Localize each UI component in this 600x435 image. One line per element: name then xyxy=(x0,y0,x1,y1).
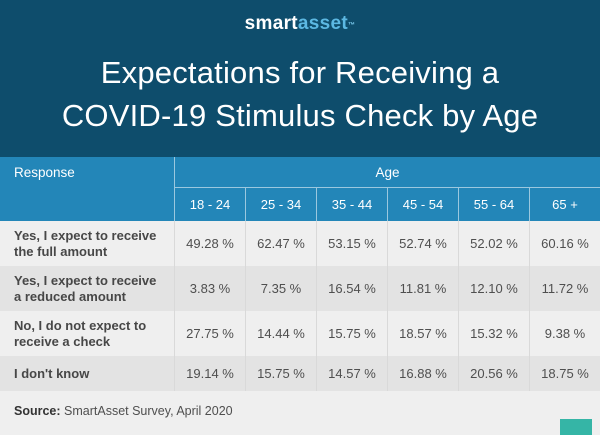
response-header-cell: Response xyxy=(0,157,175,221)
trademark-symbol: ™ xyxy=(348,22,356,29)
row-label: Yes, I expect to receive a reduced amoun… xyxy=(0,266,175,311)
data-cell: 52.02 % xyxy=(459,221,530,266)
source-label: Source: xyxy=(14,404,61,418)
title-line-1: Expectations for Receiving a xyxy=(100,55,500,90)
data-cell: 19.14 % xyxy=(175,356,246,391)
table-header: Response Age 18 - 24 25 - 34 35 - 44 45 … xyxy=(0,157,600,221)
table-row: Yes, I expect to receive the full amount… xyxy=(0,221,600,266)
source-note: Source: SmartAsset Survey, April 2020 xyxy=(0,391,600,435)
data-cell: 18.57 % xyxy=(388,311,459,356)
data-cell: 15.75 % xyxy=(317,311,388,356)
data-cell: 62.47 % xyxy=(246,221,317,266)
data-cell: 27.75 % xyxy=(175,311,246,356)
age-column-header-25-34: 25 - 34 xyxy=(246,188,317,221)
data-cell: 52.74 % xyxy=(388,221,459,266)
data-table: Response Age 18 - 24 25 - 34 35 - 44 45 … xyxy=(0,157,600,391)
data-cell: 11.72 % xyxy=(541,281,589,296)
age-column-header-35-44: 35 - 44 xyxy=(317,188,388,221)
data-cell: 14.44 % xyxy=(246,311,317,356)
data-cell: 12.10 % xyxy=(459,266,530,311)
age-column-header-45-54: 45 - 54 xyxy=(388,188,459,221)
data-cell: 14.57 % xyxy=(317,356,388,391)
table-row: Yes, I expect to receive a reduced amoun… xyxy=(0,266,600,311)
data-cell: 7.35 % xyxy=(246,266,317,311)
data-cell: 3.83 % xyxy=(175,266,246,311)
age-column-header-65-plus: 65 + xyxy=(552,197,578,212)
data-cell: 11.81 % xyxy=(388,266,459,311)
row-label: No, I do not expect to receive a check xyxy=(0,311,175,356)
data-cell: 16.54 % xyxy=(317,266,388,311)
age-column-header-55-64: 55 - 64 xyxy=(459,188,530,221)
data-cell: 20.56 % xyxy=(459,356,530,391)
data-cell: 16.88 % xyxy=(388,356,459,391)
data-cell: 15.75 % xyxy=(246,356,317,391)
page-title: Expectations for Receiving a COVID-19 St… xyxy=(0,51,600,137)
logo-text-asset: asset xyxy=(297,13,349,34)
source-text: SmartAsset Survey, April 2020 xyxy=(60,404,233,418)
data-cell: 15.32 % xyxy=(459,311,530,356)
age-header-group: Age 18 - 24 25 - 34 35 - 44 45 - 54 55 -… xyxy=(175,157,600,221)
header-banner: smartasset™ Expectations for Receiving a… xyxy=(0,0,600,157)
age-header-cell: Age xyxy=(175,157,600,188)
title-line-2: COVID-19 Stimulus Check by Age xyxy=(61,98,539,133)
brand-mark xyxy=(560,419,592,435)
data-cell: 18.75 % xyxy=(541,366,589,381)
logo-text-smart: smart xyxy=(244,13,298,34)
row-label: Yes, I expect to receive the full amount xyxy=(0,221,175,266)
row-label: I don't know xyxy=(0,356,175,391)
data-cell: 53.15 % xyxy=(317,221,388,266)
age-column-header-18-24: 18 - 24 xyxy=(175,188,246,221)
data-cell: 9.38 % xyxy=(544,326,586,341)
data-cell: 60.16 % xyxy=(541,236,589,251)
table-row: No, I do not expect to receive a check 2… xyxy=(0,311,600,356)
smartasset-logo: smartasset™ xyxy=(0,0,600,34)
age-column-headers: 18 - 24 25 - 34 35 - 44 45 - 54 55 - 64 … xyxy=(175,188,600,221)
table-row: I don't know 19.14 % 15.75 % 14.57 % 16.… xyxy=(0,356,600,391)
data-cell: 49.28 % xyxy=(175,221,246,266)
